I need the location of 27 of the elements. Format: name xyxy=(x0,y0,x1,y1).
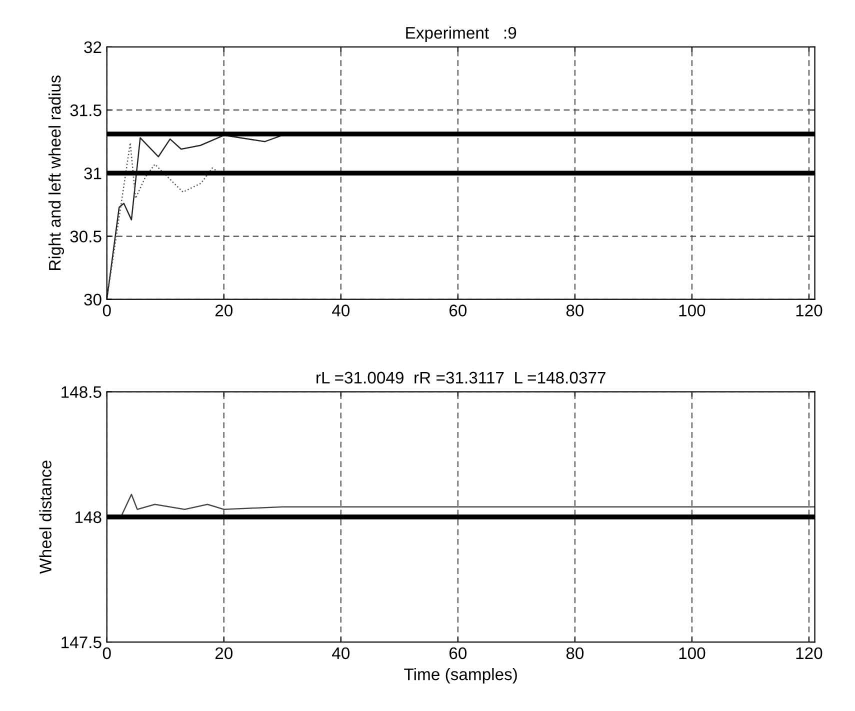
y-tick-label: 30 xyxy=(84,294,102,306)
x-tick-label: 80 xyxy=(566,647,584,660)
chart-title: Experiment :9 xyxy=(406,26,516,42)
x-tick-label: 100 xyxy=(679,304,706,316)
y-axis-title: Right and left wheel radius xyxy=(48,76,64,270)
y-tick-label: 32 xyxy=(84,41,102,54)
x-tick-label: 120 xyxy=(796,304,822,316)
y-tick-label: 30.5 xyxy=(70,230,102,242)
y-tick-label: 148 xyxy=(75,511,102,524)
x-tick-label: 80 xyxy=(566,304,584,316)
x-tick-label: 60 xyxy=(450,647,467,660)
chart-title: rL =31.0049 rR =31.3117 L =148.0377 xyxy=(316,372,606,384)
x-tick-label: 40 xyxy=(332,647,350,660)
x-tick-label: 20 xyxy=(215,304,233,316)
x-tick-label: 0 xyxy=(102,304,111,316)
x-tick-label: 20 xyxy=(215,647,233,660)
x-tick-label: 120 xyxy=(796,647,822,660)
y-tick-label: 147.5 xyxy=(62,636,102,648)
x-axis-title: Time (samples) xyxy=(404,668,517,684)
x-tick-label: 60 xyxy=(450,304,467,316)
y-tick-label: 148.5 xyxy=(62,386,102,398)
y-tick-label: 31 xyxy=(84,168,102,180)
x-tick-label: 40 xyxy=(332,304,350,316)
x-tick-label: 100 xyxy=(679,647,706,660)
y-tick-label: 31.5 xyxy=(70,104,102,116)
x-tick-label: 0 xyxy=(102,647,111,660)
y-axis-title: Wheel distance xyxy=(39,460,52,574)
